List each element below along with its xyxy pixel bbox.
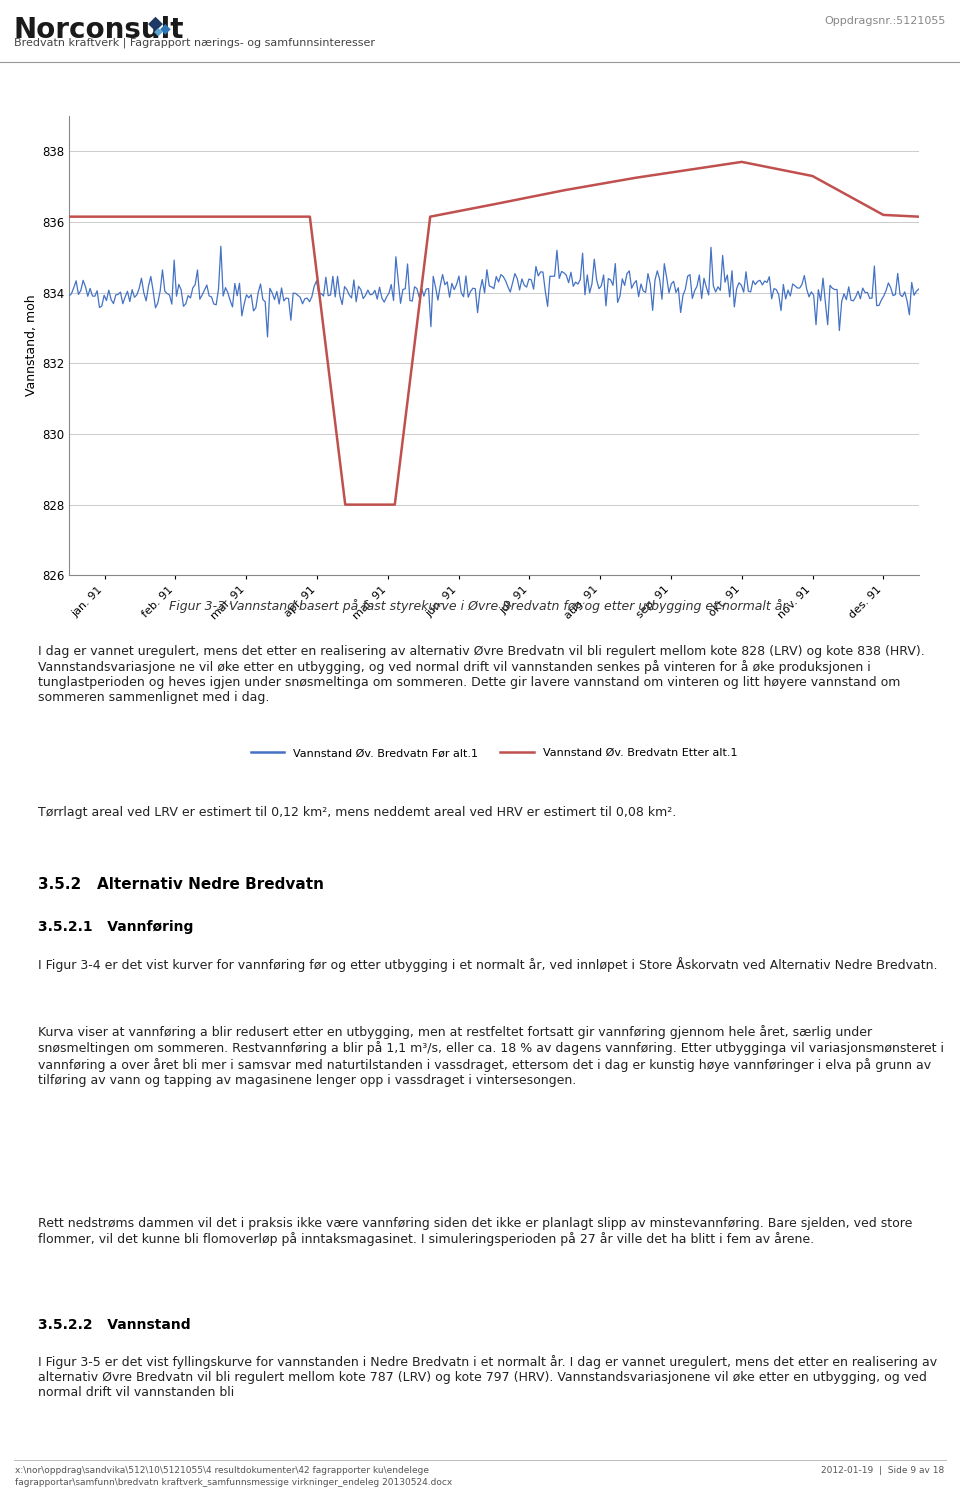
Text: Figur 3-3 Vannstand basert på fast styrekurve i Øvre Bredvatn før og etter utbyg: Figur 3-3 Vannstand basert på fast styre… — [169, 599, 791, 613]
Text: ◆: ◆ — [148, 14, 163, 33]
Y-axis label: Vannstand, moh: Vannstand, moh — [25, 295, 37, 396]
Text: 2012-01-19  |  Side 9 av 18: 2012-01-19 | Side 9 av 18 — [822, 1467, 945, 1476]
Text: ◆: ◆ — [160, 21, 171, 35]
Text: Tørrlagt areal ved LRV er estimert til 0,12 km², mens neddemt areal ved HRV er e: Tørrlagt areal ved LRV er estimert til 0… — [38, 806, 677, 819]
Text: ◆: ◆ — [154, 27, 162, 36]
Text: 3.5.2   Alternativ Nedre Bredvatn: 3.5.2 Alternativ Nedre Bredvatn — [38, 878, 324, 893]
Text: Kurva viser at vannføring a blir redusert etter en utbygging, men at restfeltet : Kurva viser at vannføring a blir reduser… — [38, 1026, 945, 1087]
Text: x:\nor\oppdrag\sandvika\512\10\5121055\4 resultdokumenter\42 fagrapporter ku\end: x:\nor\oppdrag\sandvika\512\10\5121055\4… — [15, 1467, 452, 1488]
Text: 3.5.2.1   Vannføring: 3.5.2.1 Vannføring — [38, 920, 194, 934]
Text: Bredvatn kraftverk | Fagrapport nærings- og samfunnsinteresser: Bredvatn kraftverk | Fagrapport nærings-… — [14, 38, 375, 48]
Text: Oppdragsnr.:5121055: Oppdragsnr.:5121055 — [825, 17, 946, 26]
Text: I dag er vannet uregulert, mens det etter en realisering av alternativ Øvre Bred: I dag er vannet uregulert, mens det ette… — [38, 645, 925, 703]
Text: Norconsult: Norconsult — [14, 17, 184, 44]
Text: I Figur 3-5 er det vist fyllingskurve for vannstanden i Nedre Bredvatn i et norm: I Figur 3-5 er det vist fyllingskurve fo… — [38, 1355, 938, 1399]
Text: 3.5.2.2   Vannstand: 3.5.2.2 Vannstand — [38, 1318, 191, 1333]
Text: I Figur 3-4 er det vist kurver for vannføring før og etter utbygging i et normal: I Figur 3-4 er det vist kurver for vannf… — [38, 956, 938, 971]
Legend: Vannstand Øv. Bredvatn Før alt.1, Vannstand Øv. Bredvatn Etter alt.1: Vannstand Øv. Bredvatn Før alt.1, Vannst… — [247, 744, 741, 762]
Text: Rett nedstrøms dammen vil det i praksis ikke være vannføring siden det ikke er p: Rett nedstrøms dammen vil det i praksis … — [38, 1217, 913, 1247]
